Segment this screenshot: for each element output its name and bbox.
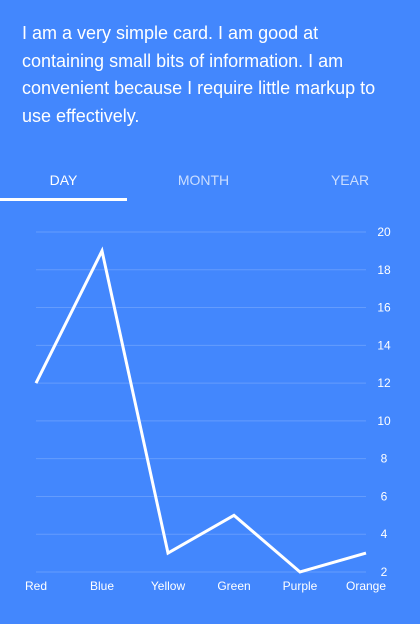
tab-day[interactable]: DAY: [49, 172, 78, 188]
tab-year[interactable]: YEAR: [330, 172, 370, 188]
series-line: [34, 246, 367, 574]
x-tick-label: Green: [217, 579, 250, 593]
tab-bar: DAY MONTH YEAR: [0, 160, 420, 202]
y-tick-label: 6: [381, 489, 388, 503]
y-tick-label: 20: [377, 225, 391, 239]
x-tick-label: Purple: [283, 579, 318, 593]
line-chart: 2 4 6 8 10 12 14 16 18 20 Red Blue Yellow Green Purple…: [25, 225, 391, 593]
x-tick-label: Red: [25, 579, 47, 593]
x-tick-label: Yellow: [151, 579, 186, 593]
y-tick-label: 12: [377, 376, 391, 390]
active-tab-indicator: [0, 198, 127, 201]
y-tick-label: 2: [381, 565, 388, 579]
y-tick-label: 16: [377, 301, 391, 315]
x-tick-label: Orange: [346, 579, 386, 593]
tab-month[interactable]: MONTH: [177, 172, 230, 188]
y-tick-label: 14: [377, 338, 391, 352]
card-text: I am a very simple card. I am good at co…: [22, 23, 376, 126]
y-tick-label: 18: [377, 263, 391, 277]
y-tick-label: 8: [381, 452, 388, 466]
y-tick-label: 4: [381, 527, 388, 541]
y-tick-label: 10: [377, 414, 391, 428]
x-tick-label: Blue: [90, 579, 114, 593]
